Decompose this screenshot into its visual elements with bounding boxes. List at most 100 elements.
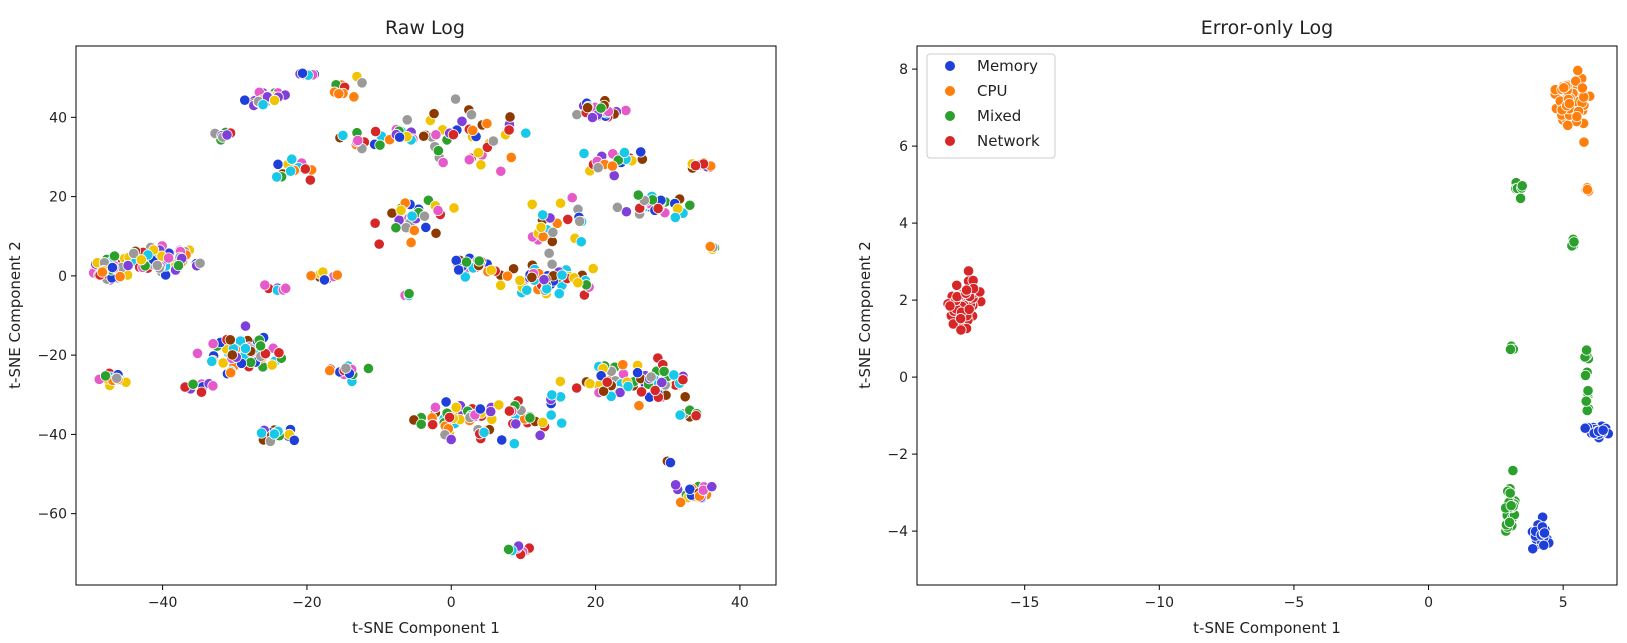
data-point xyxy=(658,365,670,377)
data-point xyxy=(505,151,517,164)
data-point xyxy=(652,202,664,215)
data-point xyxy=(259,279,271,291)
data-point xyxy=(331,269,343,281)
data-point xyxy=(481,117,493,130)
y-tick-label: 6 xyxy=(899,139,908,155)
point-mixed xyxy=(1504,487,1516,499)
data-point xyxy=(684,199,696,211)
data-point xyxy=(595,102,607,114)
data-point xyxy=(617,359,629,371)
y-tick-label: 20 xyxy=(49,190,67,206)
data-point xyxy=(463,154,475,166)
data-point xyxy=(546,389,558,401)
legend-label-mixed: Mixed xyxy=(977,107,1021,125)
data-point xyxy=(562,213,574,225)
legend-marker-memory xyxy=(945,61,955,71)
data-point xyxy=(448,202,460,214)
data-point xyxy=(467,124,479,137)
data-point xyxy=(122,259,134,272)
data-point xyxy=(108,250,121,262)
raw-log-ticks: −40 −20 0 20 40 −60 −40 −20 0 20 40 xyxy=(37,110,748,611)
data-point xyxy=(635,146,647,158)
data-point xyxy=(296,67,309,79)
data-point xyxy=(356,77,368,89)
error-log-ticks: −15 −10 −5 0 5 −4 −2 0 2 4 6 8 xyxy=(887,62,1567,611)
data-point xyxy=(501,270,514,282)
y-tick-label: −40 xyxy=(37,427,67,443)
data-point xyxy=(675,496,687,508)
data-point xyxy=(502,543,515,556)
data-point xyxy=(538,274,550,286)
data-point xyxy=(684,483,696,495)
legend-marker-cpu xyxy=(945,86,955,96)
point-mixed xyxy=(1504,343,1517,355)
data-point xyxy=(194,257,206,269)
data-point xyxy=(369,217,381,229)
data-point xyxy=(450,254,462,267)
data-point xyxy=(257,99,269,111)
data-point xyxy=(348,91,360,103)
legend-label-cpu: CPU xyxy=(977,82,1008,100)
data-point xyxy=(225,367,237,379)
data-point xyxy=(114,270,126,283)
data-point xyxy=(162,252,175,264)
data-point xyxy=(217,357,229,369)
data-point xyxy=(106,261,119,274)
data-point xyxy=(514,274,526,287)
data-point xyxy=(427,419,439,431)
data-point xyxy=(633,400,645,412)
data-point xyxy=(553,288,565,300)
y-tick-label: 2 xyxy=(899,293,908,309)
x-tick-label: 0 xyxy=(1424,595,1433,611)
data-point xyxy=(473,255,485,267)
data-point xyxy=(437,156,449,169)
data-point xyxy=(571,382,583,394)
x-tick-label: −15 xyxy=(1010,595,1040,611)
data-point xyxy=(406,210,418,222)
error-log-panel: Error-only Log −15 −10 −5 0 5 −4 −2 0 2 4 6 8 t-SNE… xyxy=(856,17,1618,637)
data-point xyxy=(403,288,415,300)
data-point xyxy=(635,386,648,398)
data-point xyxy=(503,124,515,136)
data-point xyxy=(668,369,680,381)
data-point xyxy=(337,129,349,142)
data-point xyxy=(268,428,280,440)
x-tick-label: −40 xyxy=(148,595,178,611)
data-point xyxy=(572,277,584,289)
data-point xyxy=(537,231,549,243)
data-point xyxy=(272,158,284,170)
point-mixed xyxy=(1507,464,1519,477)
data-point xyxy=(285,165,297,177)
point-network xyxy=(961,284,973,296)
data-point xyxy=(556,417,568,429)
point-network xyxy=(963,303,975,315)
data-point xyxy=(191,347,204,359)
data-point xyxy=(453,264,465,276)
point-mixed xyxy=(1516,180,1528,192)
data-point xyxy=(689,160,702,172)
data-point xyxy=(440,396,452,408)
point-cpu xyxy=(1578,91,1590,103)
data-point xyxy=(554,375,566,388)
error-log-axes-frame xyxy=(916,45,1618,586)
data-point xyxy=(534,429,546,441)
data-point xyxy=(340,362,352,374)
data-point xyxy=(524,412,536,424)
data-point xyxy=(207,380,219,392)
data-point xyxy=(333,88,345,100)
y-tick-label: 0 xyxy=(58,269,67,285)
data-point xyxy=(649,384,661,396)
data-point xyxy=(670,479,682,491)
data-point xyxy=(172,259,185,272)
data-point xyxy=(537,209,549,221)
legend-box xyxy=(926,53,1056,159)
data-point xyxy=(606,160,619,172)
data-point xyxy=(543,247,555,259)
data-point xyxy=(428,108,440,120)
data-point xyxy=(526,198,538,210)
data-point xyxy=(206,355,218,367)
data-point xyxy=(447,129,459,141)
y-tick-label: 40 xyxy=(49,110,67,126)
raw-log-title: Raw Log xyxy=(385,17,465,39)
